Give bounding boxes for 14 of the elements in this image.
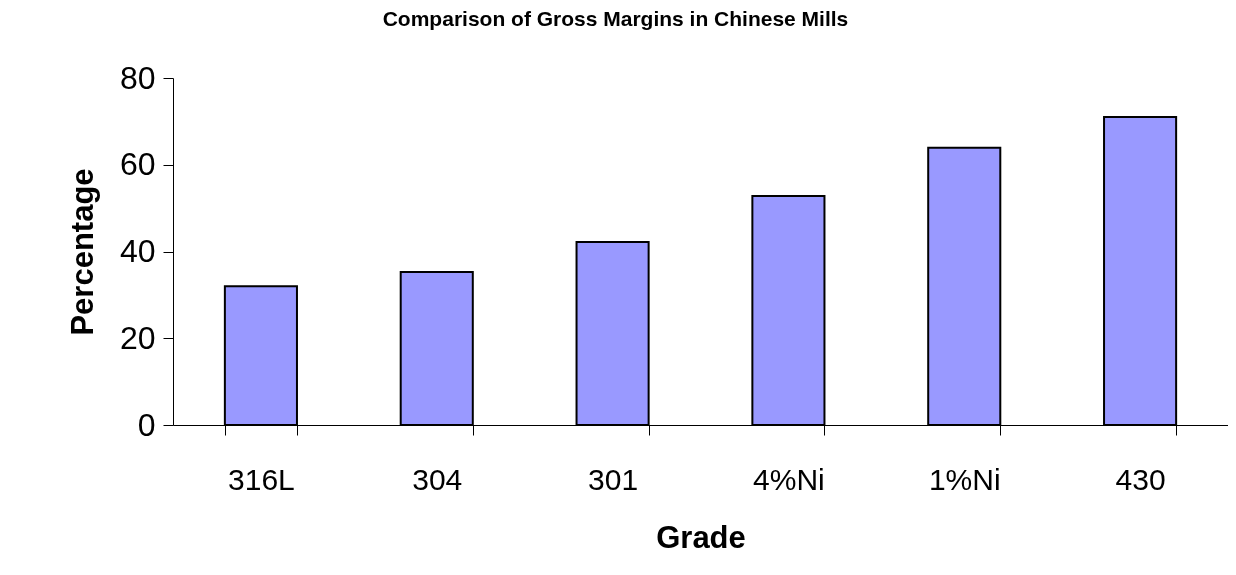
x-axis-title: Grade (656, 519, 746, 555)
x-tick-label: 301 (588, 462, 639, 496)
y-axis-title: Percentage (64, 168, 100, 336)
y-tick-label: 40 (119, 233, 156, 269)
x-tick-label: 304 (412, 462, 463, 496)
x-tick-label: 4%Ni (753, 462, 825, 496)
x-tick-label: 430 (1115, 462, 1166, 496)
y-tick-label: 0 (137, 406, 156, 443)
chart-title: Comparison of Gross Margins in Chinese Mills (382, 7, 849, 30)
y-tick-label: 20 (119, 319, 156, 356)
y-tick-label: 80 (119, 59, 156, 96)
y-tick-label: 60 (119, 146, 156, 183)
x-tick-label: 1%Ni (928, 462, 1001, 496)
x-tick-label: 316L (228, 462, 295, 496)
